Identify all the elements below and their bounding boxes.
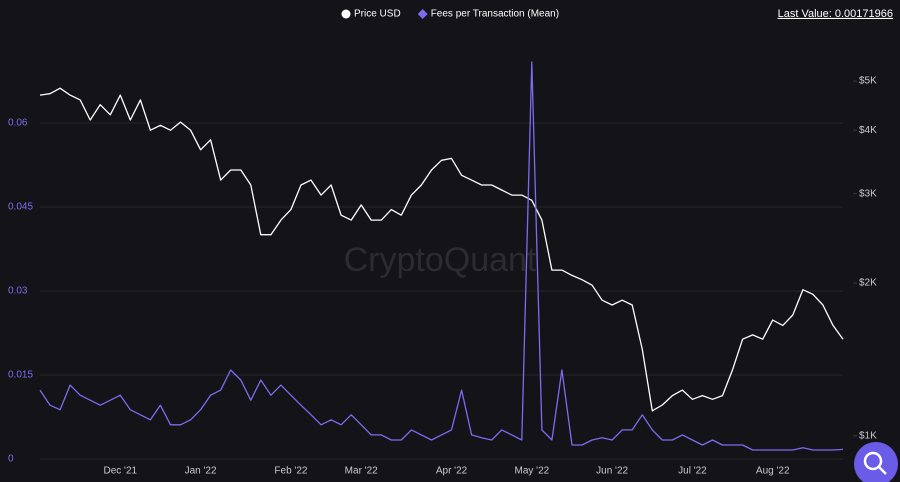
x-tick-label: Feb '22: [274, 466, 307, 477]
legend-label: Price USD: [354, 9, 401, 20]
x-tick-label: Jul '22: [678, 466, 707, 477]
series-line: [39, 61, 844, 451]
x-tick-label: May '22: [514, 466, 549, 477]
x-tick-label: Apr '22: [436, 466, 468, 477]
search-button[interactable]: [854, 442, 898, 482]
y-tick-label: 0.045: [8, 202, 33, 213]
legend-label: Fees per Transaction (Mean): [431, 9, 559, 20]
y2-tick-label: $3K: [859, 188, 877, 199]
y-tick-label: 0: [8, 454, 14, 465]
x-tick-label: Mar '22: [345, 466, 378, 477]
last-value[interactable]: Last Value: 0.00171966: [778, 8, 893, 20]
watermark: CryptoQuant: [344, 241, 537, 279]
y2-tick-label: $1K: [859, 430, 877, 441]
y-tick-label: 0.015: [8, 370, 33, 381]
y2-tick-label: $5K: [859, 76, 877, 87]
y2-tick-label: $2K: [859, 278, 877, 289]
x-tick-label: Jun '22: [596, 466, 628, 477]
x-tick-label: Jan '22: [185, 466, 217, 477]
y-tick-label: 0.03: [8, 286, 28, 297]
x-tick-label: Aug '22: [756, 466, 790, 477]
x-tick-label: Dec '21: [104, 466, 138, 477]
legend-marker: [341, 9, 351, 19]
series-line: [39, 87, 844, 412]
y2-tick-label: $4K: [859, 125, 877, 136]
y-tick-label: 0.06: [8, 118, 28, 129]
